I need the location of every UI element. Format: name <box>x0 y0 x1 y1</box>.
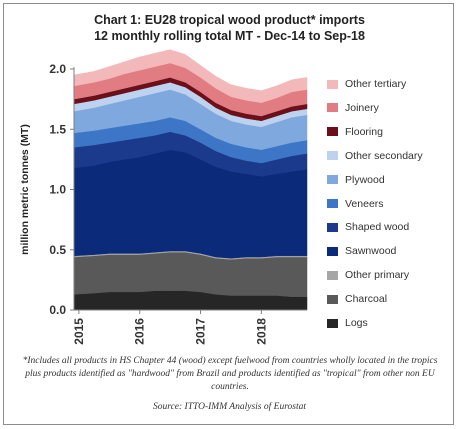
legend-swatch <box>327 294 338 304</box>
y-tick-label: 2.0 <box>49 62 66 76</box>
x-tick-label: 2017 <box>194 318 208 345</box>
legend-swatch <box>327 151 338 161</box>
legend-label: Veneers <box>345 197 384 210</box>
y-tick-label: 0.0 <box>49 303 66 317</box>
legend-label: Shaped wood <box>345 221 410 234</box>
legend-swatch <box>327 246 338 256</box>
legend-item-other-secondary: Other secondary <box>327 149 423 163</box>
legend-swatch <box>327 103 338 113</box>
y-axis-title: million metric tonnes (MT) <box>19 124 31 255</box>
area-series-charcoal <box>73 251 308 297</box>
legend-swatch <box>327 199 338 208</box>
chart-source: Source: ITTO-IMM Analysis of Eurostat <box>152 402 307 412</box>
legend-swatch <box>327 175 338 185</box>
legend-item-flooring: Flooring <box>327 125 383 139</box>
y-tick-label: 1.5 <box>49 122 66 136</box>
legend-swatch <box>327 79 338 89</box>
legend-item-shaped-wood: Shaped wood <box>327 220 409 234</box>
legend-label: Other tertiary <box>345 78 407 90</box>
legend-label: Flooring <box>345 125 383 138</box>
y-tick-label: 0.5 <box>49 243 66 257</box>
area-series-other-tertiary <box>73 49 308 103</box>
legend-item-other-tertiary: Other tertiary <box>327 77 406 91</box>
legend-item-other-primary: Other primary <box>327 268 409 282</box>
legend-label: Other secondary <box>345 149 423 162</box>
y-tick-label: 1.0 <box>49 183 66 197</box>
legend-swatch <box>327 127 338 137</box>
legend-label: Other primary <box>345 269 410 282</box>
stacked-area-chart: 0.0 0.5 1.0 1.5 2.0 2015 2016 2017 2018 million m… <box>19 49 308 345</box>
x-tick-label: 2018 <box>254 318 268 345</box>
chart-title-line2: 12 monthly rolling total MT - Dec-14 to … <box>94 29 365 43</box>
chart-frame: Chart 1: EU28 tropical wood product* imp… <box>3 3 454 425</box>
chart-footnote: *Includes all products in HS Chapter 44 … <box>22 356 438 392</box>
legend-swatch <box>327 318 338 328</box>
x-tick-label: 2016 <box>133 318 147 345</box>
legend-label: Logs <box>345 317 368 329</box>
legend-label: Charcoal <box>345 293 388 306</box>
legend-item-joinery: Joinery <box>327 101 379 115</box>
legend-swatch <box>327 270 338 280</box>
legend-swatch <box>327 222 338 232</box>
legend-label: Joinery <box>345 101 379 114</box>
legend-label: Plywood <box>345 173 385 186</box>
legend-item-plywood: Plywood <box>327 173 385 187</box>
legend-item-veneers: Veneers <box>327 197 384 211</box>
chart-title: Chart 1: EU28 tropical wood product* imp… <box>4 12 455 44</box>
legend-item-sawnwood: Sawnwood <box>327 244 396 258</box>
legend-item-charcoal: Charcoal <box>327 292 387 306</box>
chart-title-line1: Chart 1: EU28 tropical wood product* imp… <box>94 13 365 27</box>
x-tick-label: 2015 <box>72 318 86 345</box>
legend-item-logs: Logs <box>327 316 368 330</box>
legend-label: Sawnwood <box>345 245 397 258</box>
